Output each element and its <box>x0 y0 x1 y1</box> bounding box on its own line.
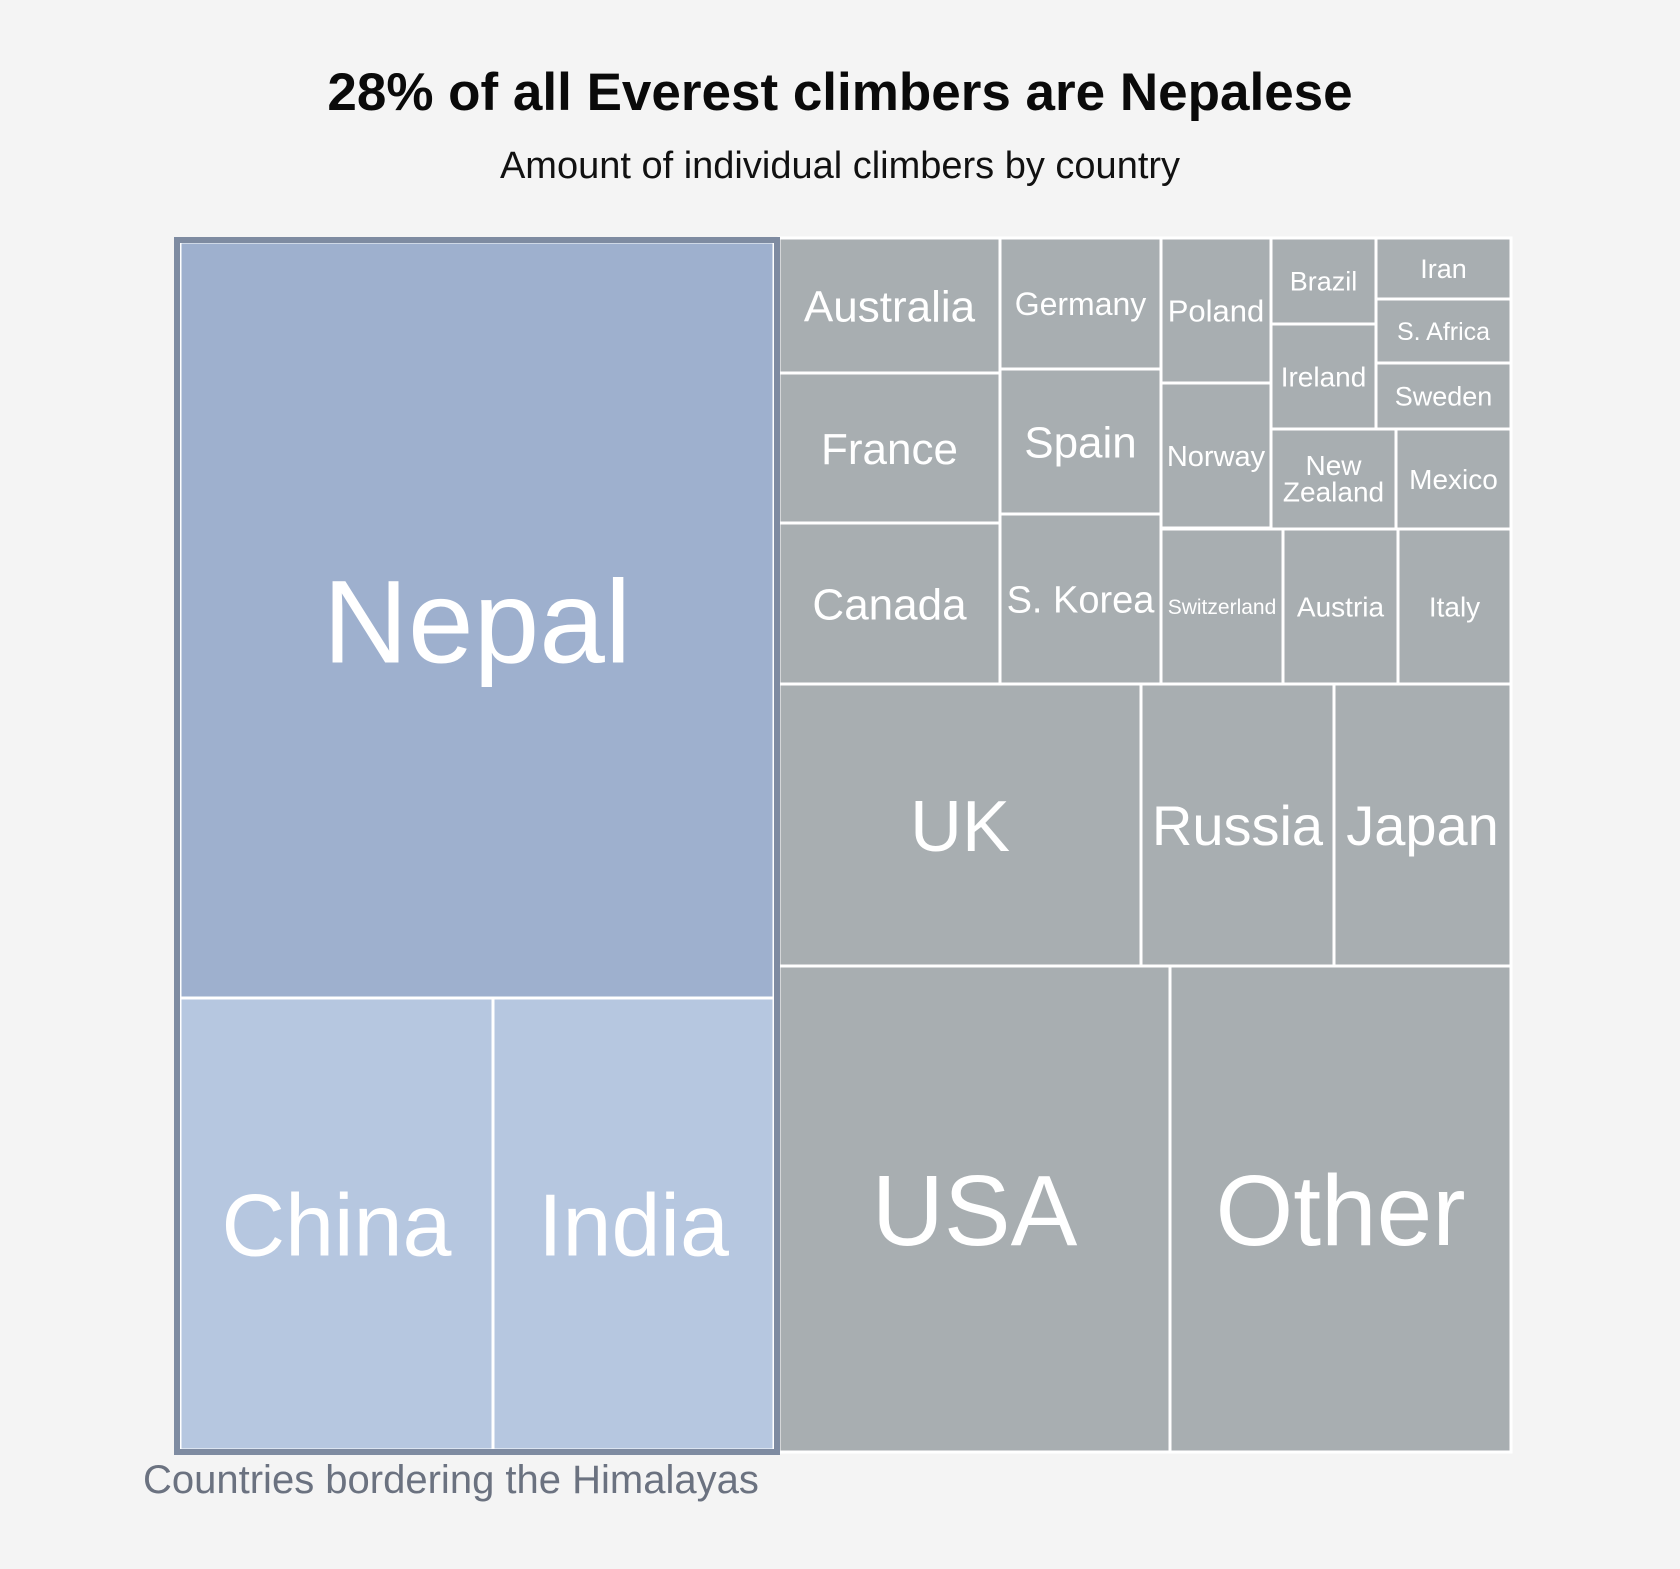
treemap-label-france: France <box>821 425 958 474</box>
treemap-label-norway: Norway <box>1167 441 1266 473</box>
treemap-cell-switzerland <box>1159 527 1285 686</box>
treemap-label-s-korea: S. Korea <box>1007 580 1156 622</box>
treemap-label-germany: Germany <box>1015 286 1147 322</box>
treemap-label-iran: Iran <box>1420 254 1467 284</box>
group-annotation-label: Countries bordering the Himalayas <box>143 1458 759 1502</box>
treemap-label-japan: Japan <box>1346 794 1499 857</box>
treemap-label-canada: Canada <box>812 580 967 629</box>
treemap-cell-iran <box>1374 236 1513 301</box>
treemap-cell-sweden <box>1374 361 1513 431</box>
treemap-label-new-zealand: New Zealand <box>1283 450 1384 508</box>
chart-title: 28% of all Everest climbers are Nepalese <box>327 63 1353 122</box>
treemap-label-china: China <box>222 1176 452 1275</box>
treemap-label-nepal: Nepal <box>323 556 631 688</box>
treemap-label-sweden: Sweden <box>1395 382 1493 412</box>
treemap-cell-other <box>1168 964 1513 1454</box>
treemap-label-switzerland: Switzerland <box>1168 596 1277 619</box>
treemap-label-india: India <box>538 1176 729 1275</box>
treemap-label-mexico: Mexico <box>1409 464 1498 495</box>
treemap-label-russia: Russia <box>1152 794 1324 857</box>
treemap-cell-uk <box>777 682 1143 968</box>
treemap-label-s-africa: S. Africa <box>1397 318 1490 346</box>
treemap-label-spain: Spain <box>1024 418 1137 467</box>
treemap-cell-s-korea <box>998 512 1163 686</box>
treemap-label-uk: UK <box>910 787 1010 867</box>
treemap-cell-france <box>777 371 1002 525</box>
treemap-label-poland: Poland <box>1168 294 1265 329</box>
treemap-label-austria: Austria <box>1297 592 1385 623</box>
treemap-label-italy: Italy <box>1429 592 1480 623</box>
treemap-cell-canada <box>777 521 1002 686</box>
treemap-label-brazil: Brazil <box>1290 267 1358 297</box>
treemap-cell-spain <box>998 367 1163 516</box>
treemap-label-usa: USA <box>872 1155 1078 1267</box>
treemap-cell-ireland <box>1269 322 1378 431</box>
chart-subtitle: Amount of individual climbers by country <box>499 145 1181 187</box>
himalaya-group-outline <box>174 237 780 1455</box>
treemap-label-other: Other <box>1215 1155 1465 1267</box>
treemap-cell-japan <box>1332 682 1513 968</box>
treemap-cell-italy <box>1396 527 1513 686</box>
treemap-cell-russia <box>1139 682 1336 968</box>
treemap-cell-nepal <box>178 240 776 1000</box>
treemap-cell-germany <box>998 236 1163 371</box>
treemap-cell-s-africa <box>1374 297 1513 365</box>
treemap-cell-mexico <box>1394 427 1513 531</box>
treemap-label-ireland: Ireland <box>1281 362 1367 393</box>
treemap-cell-india <box>491 996 776 1452</box>
treemap-cell-brazil <box>1269 236 1378 326</box>
treemap-label-australia: Australia <box>804 282 976 331</box>
